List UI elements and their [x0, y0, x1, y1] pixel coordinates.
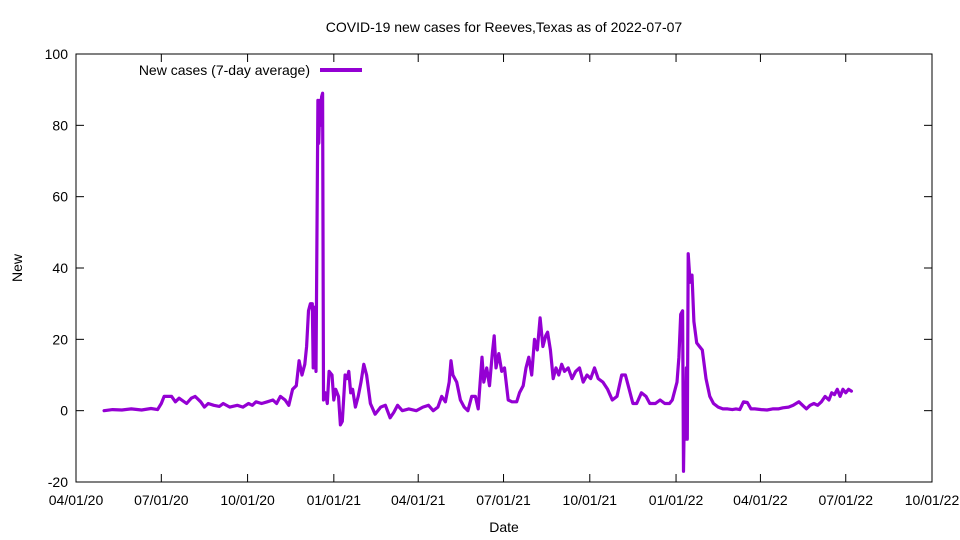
- legend-label: New cases (7-day average): [139, 62, 310, 78]
- x-tick-label: 04/01/21: [391, 492, 446, 508]
- x-tick-label: 07/01/21: [476, 492, 531, 508]
- x-tick-label: 07/01/20: [134, 492, 189, 508]
- x-tick-label: 04/01/22: [733, 492, 788, 508]
- x-tick-label: 10/01/20: [220, 492, 275, 508]
- legend: New cases (7-day average): [139, 62, 362, 78]
- y-tick-label: 80: [52, 117, 68, 133]
- x-tick-label: 10/01/22: [905, 492, 960, 508]
- chart-title: COVID-19 new cases for Reeves,Texas as o…: [326, 19, 683, 35]
- y-tick-label: 0: [60, 403, 68, 419]
- series-line: [102, 91, 853, 473]
- y-axis-label: New: [9, 253, 25, 282]
- series-group: [102, 91, 853, 473]
- y-tick-label: 40: [52, 260, 68, 276]
- y-tick-label: 20: [52, 331, 68, 347]
- plot-frame: [75, 53, 933, 483]
- x-tick-label: 04/01/20: [49, 492, 104, 508]
- y-tick-label: 60: [52, 189, 68, 205]
- x-axis-label: Date: [489, 519, 519, 535]
- x-tick-label: 01/01/21: [307, 492, 362, 508]
- x-tick-label: 01/01/22: [649, 492, 704, 508]
- x-tick-label: 10/01/21: [563, 492, 618, 508]
- axis-ticks: -20 0 20 40 60 80 100 04/01/20 07/01/20 10/01/20 0…: [45, 46, 960, 508]
- x-tick-label: 07/01/22: [818, 492, 873, 508]
- y-tick-label: -20: [48, 474, 68, 490]
- y-tick-label: 100: [45, 46, 69, 62]
